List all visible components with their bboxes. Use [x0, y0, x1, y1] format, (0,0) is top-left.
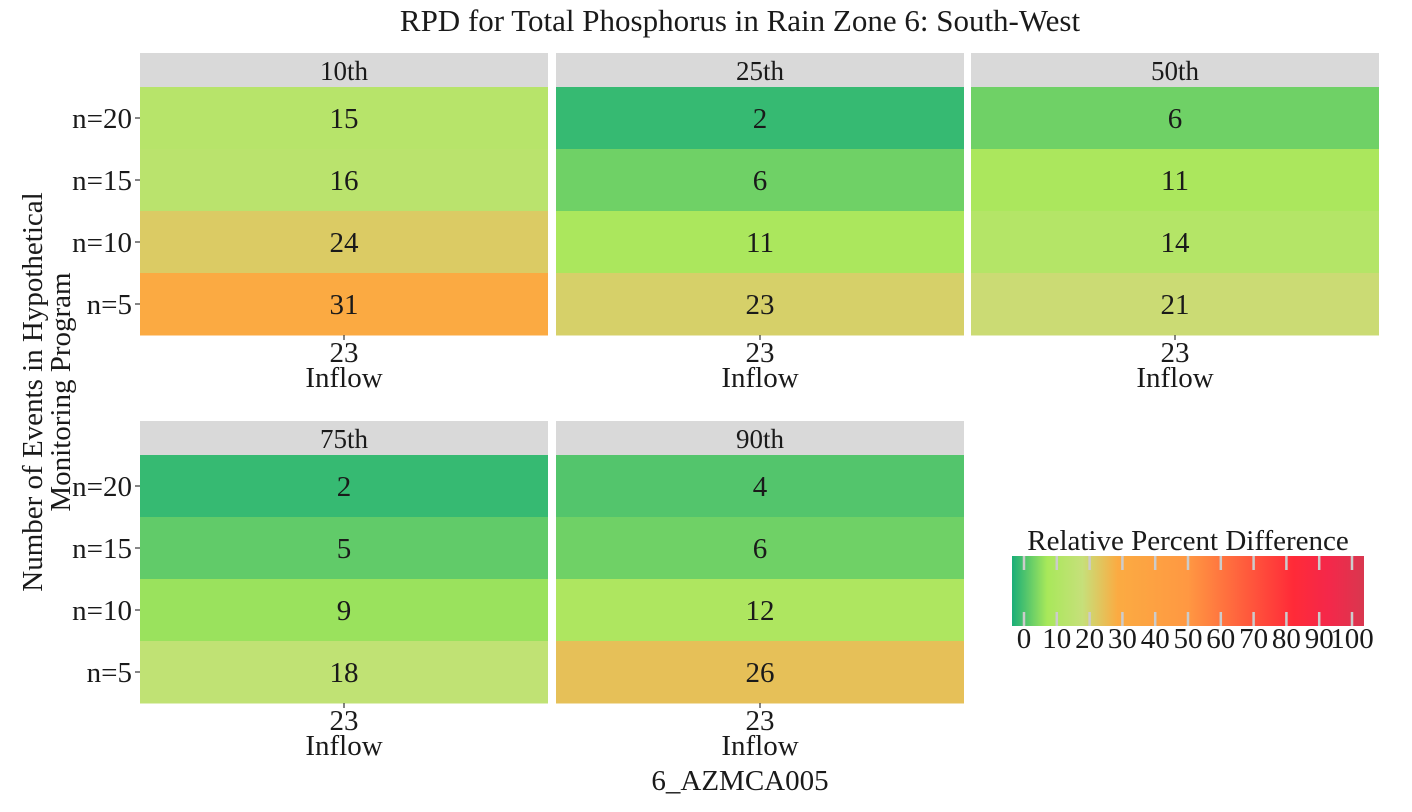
heatmap-cell: [971, 211, 1379, 274]
legend-tick-label: 80: [1272, 623, 1301, 655]
heatmap-cell: [556, 149, 964, 212]
heatmap-cell: [971, 149, 1379, 212]
legend-tick-label: 20: [1075, 623, 1104, 655]
x-sublabel: Inflow: [305, 730, 382, 762]
legend-tick-label: 90: [1305, 623, 1334, 655]
cell-value-label: 2: [753, 103, 768, 135]
y-tick-label: n=5: [87, 657, 132, 689]
heatmap-cell: [140, 273, 548, 336]
color-legend: Relative Percent Difference 0 10 20 30 40 50 6…: [1012, 525, 1374, 655]
cell-value-label: 31: [330, 289, 359, 321]
x-tick-label: 23: [330, 337, 359, 369]
legend-tick-label: 40: [1141, 623, 1170, 655]
facet-strip: [140, 53, 548, 87]
heatmap-cell: [140, 579, 548, 642]
y-axis-label-line-2: Monitoring Program: [45, 272, 77, 512]
heatmap-cell: [140, 149, 548, 212]
legend-tick-label: 70: [1239, 623, 1268, 655]
heatmap-cell: [140, 211, 548, 274]
facet-panels: 10th15162431n=20n=15n=10n=523Inflow25th2…: [72, 53, 1379, 762]
cell-value-label: 24: [330, 227, 360, 259]
facet-strip-label: 10th: [320, 56, 369, 86]
cell-value-label: 12: [746, 595, 775, 627]
facet-strip: [971, 53, 1379, 87]
heatmap-cell: [556, 87, 964, 150]
cell-value-label: 11: [1161, 165, 1189, 197]
cell-value-label: 18: [330, 657, 359, 689]
cell-value-label: 6: [753, 165, 768, 197]
y-tick-label: n=20: [72, 471, 132, 503]
y-tick-label: n=15: [72, 165, 132, 197]
x-tick-label: 23: [330, 705, 359, 737]
legend-tick-label: 0: [1017, 623, 1032, 655]
x-sublabel: Inflow: [1136, 362, 1213, 394]
y-tick-label: n=10: [72, 227, 132, 259]
cell-value-label: 9: [337, 595, 352, 627]
heatmap-cell: [971, 273, 1379, 336]
cell-value-label: 23: [746, 289, 775, 321]
heatmap-cell: [140, 641, 548, 704]
x-sublabel: Inflow: [721, 730, 798, 762]
cell-value-label: 6: [753, 533, 768, 565]
legend-tick-label: 30: [1108, 623, 1137, 655]
x-axis-label: 6_AZMCA005: [651, 765, 828, 797]
cell-value-label: 4: [753, 471, 768, 503]
heatmap-cell: [556, 455, 964, 518]
x-sublabel: Inflow: [721, 362, 798, 394]
legend-tick-label: 60: [1206, 623, 1235, 655]
facet-strip: [556, 53, 964, 87]
cell-value-label: 26: [746, 657, 775, 689]
facet-strip-label: 75th: [320, 424, 369, 454]
y-tick-label: n=10: [72, 595, 132, 627]
y-tick-label: n=5: [87, 289, 132, 321]
cell-value-label: 2: [337, 471, 352, 503]
heatmap-cell: [556, 273, 964, 336]
cell-value-label: 14: [1161, 227, 1191, 259]
legend-tick-label: 10: [1042, 623, 1071, 655]
y-axis-label-line-1: Number of Events in Hypothetical: [17, 192, 49, 591]
cell-value-label: 15: [330, 103, 359, 135]
chart-title: RPD for Total Phosphorus in Rain Zone 6:…: [400, 3, 1081, 38]
cell-value-label: 16: [330, 165, 359, 197]
facet-strip-label: 25th: [736, 56, 785, 86]
x-tick-label: 23: [1161, 337, 1190, 369]
heatmap-cell: [556, 211, 964, 274]
legend-tick-label: 50: [1174, 623, 1203, 655]
heatmap-cell: [556, 579, 964, 642]
cell-value-label: 5: [337, 533, 352, 565]
heatmap-cell: [140, 455, 548, 518]
x-tick-label: 23: [746, 337, 775, 369]
heatmap-cell: [556, 641, 964, 704]
facet-strip-label: 50th: [1151, 56, 1200, 86]
y-axis-label: Number of Events in Hypothetical Monitor…: [17, 192, 77, 591]
legend-tick-label: 100: [1330, 623, 1374, 655]
heatmap-cell: [971, 87, 1379, 150]
heatmap-cell: [140, 87, 548, 150]
facet-strip-label: 90th: [736, 424, 785, 454]
x-sublabel: Inflow: [305, 362, 382, 394]
x-tick-label: 23: [746, 705, 775, 737]
cell-value-label: 11: [746, 227, 774, 259]
y-tick-label: n=15: [72, 533, 132, 565]
legend-title: Relative Percent Difference: [1027, 525, 1349, 557]
facet-strip: [140, 421, 548, 455]
heatmap-cell: [556, 517, 964, 580]
cell-value-label: 21: [1161, 289, 1190, 321]
cell-value-label: 6: [1168, 103, 1183, 135]
facet-strip: [556, 421, 964, 455]
heatmap-cell: [140, 517, 548, 580]
y-tick-label: n=20: [72, 103, 132, 135]
